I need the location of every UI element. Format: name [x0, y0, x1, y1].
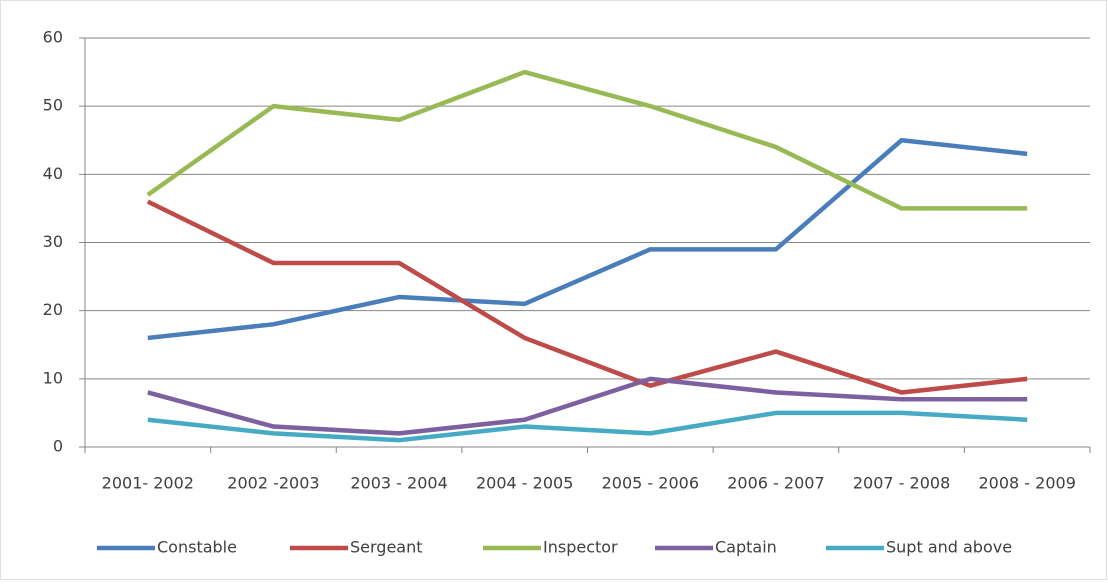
- line-series: [147, 410, 1028, 443]
- x-tick-label: 2005 - 2006: [602, 474, 699, 493]
- legend-label: Inspector: [543, 538, 618, 557]
- y-tick-label: 50: [43, 96, 63, 115]
- x-tick-label: 2003 - 2004: [350, 474, 447, 493]
- y-tick-label: 0: [53, 437, 63, 456]
- line-series: [147, 138, 1028, 341]
- y-tick-label: 20: [43, 300, 63, 319]
- line-series: [146, 199, 1028, 395]
- legend-label: Sergeant: [350, 538, 423, 557]
- x-tick-label: 2004 - 2005: [476, 474, 573, 493]
- line-series: [146, 69, 1028, 211]
- y-tick-label: 60: [43, 28, 63, 47]
- legend-label: Supt and above: [886, 538, 1012, 557]
- y-tick-label: 10: [43, 368, 63, 387]
- y-tick-label: 30: [43, 232, 63, 251]
- x-tick-label: 2002 -2003: [227, 474, 319, 493]
- legend-label: Captain: [715, 538, 777, 557]
- legend-label: Constable: [157, 538, 237, 557]
- x-tick-label: 2001- 2002: [102, 474, 194, 493]
- x-tick-label: 2006 - 2007: [727, 474, 824, 493]
- y-tick-label: 40: [43, 164, 63, 183]
- x-tick-label: 2007 - 2008: [853, 474, 950, 493]
- line-series: [147, 376, 1028, 436]
- x-tick-label: 2008 - 2009: [978, 474, 1075, 493]
